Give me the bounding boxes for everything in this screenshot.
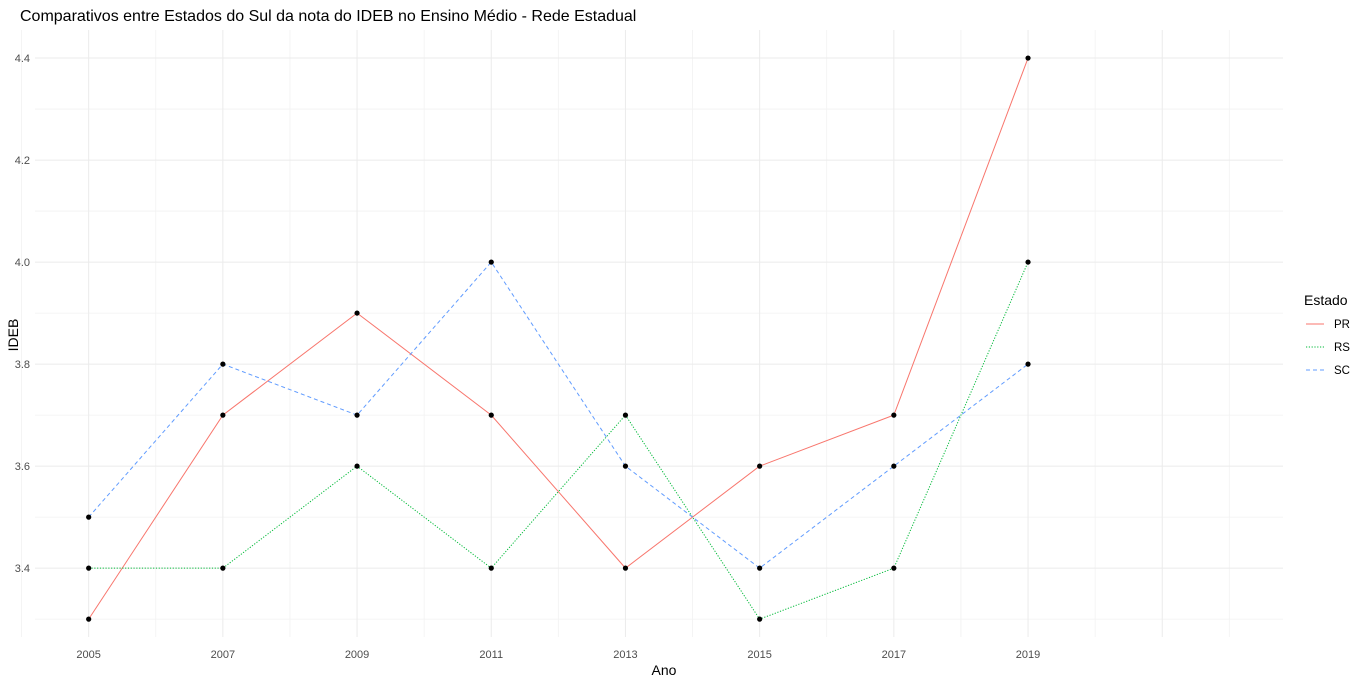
y-tick-label: 3.4 (15, 563, 30, 575)
x-tick-label: 2019 (1016, 649, 1040, 661)
y-tick-label: 4.4 (15, 53, 30, 65)
data-point-rs (488, 565, 494, 571)
data-point-sc (86, 514, 92, 520)
data-point-rs (757, 616, 763, 622)
chart-title: Comparativos entre Estados do Sul da not… (20, 8, 636, 25)
data-point-pr (1025, 55, 1031, 61)
legend-label-pr: PR (1334, 319, 1350, 331)
data-point-rs (622, 412, 629, 418)
legend-title: Estado (1304, 292, 1348, 308)
x-tick-label: 2009 (345, 649, 369, 661)
data-point-pr (488, 412, 494, 418)
data-point-pr (220, 412, 226, 418)
x-tick-label: 2015 (747, 649, 771, 661)
y-tick-label: 3.6 (15, 461, 30, 473)
data-point-pr (622, 565, 629, 571)
y-tick-label: 4.2 (15, 155, 30, 167)
legend-label-rs: RS (1334, 342, 1350, 354)
y-tick-label: 3.8 (15, 359, 30, 371)
data-point-sc (354, 412, 360, 418)
data-point-sc (1025, 361, 1031, 367)
data-point-rs (220, 565, 226, 571)
data-point-rs (86, 565, 92, 571)
data-point-sc (488, 259, 494, 265)
data-points (86, 55, 1031, 622)
data-point-rs (1025, 259, 1031, 265)
x-tick-label: 2017 (882, 649, 906, 661)
legend-items: PR RS SC (1306, 319, 1350, 377)
series-lines (88, 57, 1029, 620)
grid-lines (21, 30, 1283, 637)
y-axis-title: IDEB (5, 319, 21, 352)
data-point-sc (220, 361, 226, 367)
data-point-pr (86, 616, 92, 622)
data-point-sc (757, 565, 763, 571)
x-tick-label: 2013 (613, 649, 637, 661)
data-point-pr (354, 310, 360, 316)
series-line-sc (88, 261, 1029, 569)
data-point-pr (757, 463, 763, 469)
data-point-sc (891, 463, 897, 469)
legend: Estado PR RS SC (1304, 292, 1350, 377)
x-tick-label: 2005 (76, 649, 100, 661)
y-axis-tick-labels: 3.4 3.6 3.8 4.0 4.2 4.4 (15, 53, 30, 575)
y-tick-label: 4.0 (15, 257, 30, 269)
x-axis-tick-labels: 2005 2007 2009 2011 2013 2015 2017 2019 (76, 649, 1040, 661)
x-axis-title: Ano (652, 662, 677, 678)
data-point-pr (891, 412, 897, 418)
legend-label-sc: SC (1334, 365, 1350, 377)
data-point-rs (891, 565, 897, 571)
data-point-sc (622, 463, 629, 469)
x-tick-label: 2011 (479, 649, 503, 661)
data-point-rs (354, 463, 360, 469)
series-line-pr (88, 57, 1029, 620)
x-tick-label: 2007 (211, 649, 235, 661)
